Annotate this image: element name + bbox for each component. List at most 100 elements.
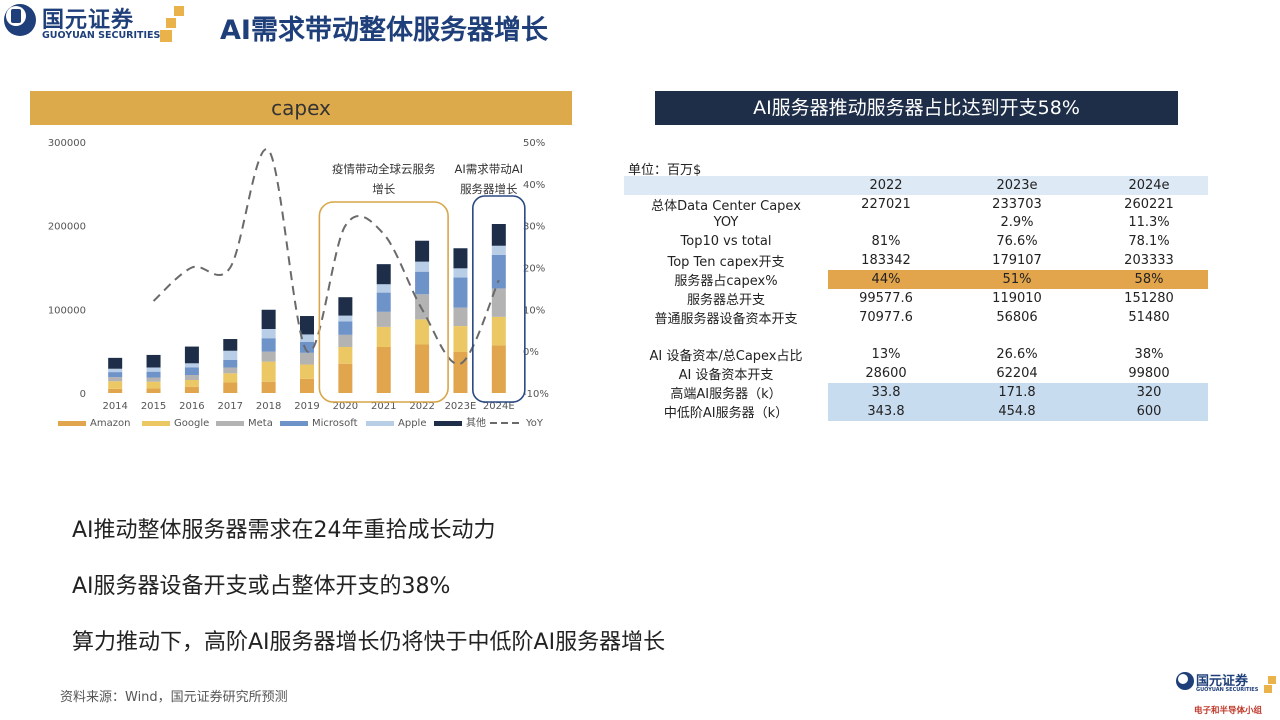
table-cell: 320 [1090,383,1208,402]
table-cell: 26.6% [996,347,1038,362]
bar-segment [108,372,123,378]
source-note: 资料来源：Wind，国元证券研究所预测 [60,690,288,705]
bar-segment [300,334,314,342]
table-cell: 99577.6 [859,290,913,306]
bar-segment [146,388,161,393]
x-tick-label: 2023E [445,401,477,412]
x-tick-label: 2020 [333,401,358,412]
column-header: 2023e [944,176,1090,195]
row-label: 普通服务器设备资本开支 [654,311,798,327]
table-row [624,327,1208,346]
y2-tick-label: 50% [523,138,545,149]
footer-group-name: 电子和半导体小组 [1194,706,1263,716]
column-header: 2022 [828,176,944,195]
legend-swatch [366,421,394,426]
row-label: YOY [713,215,739,231]
row-label: AI 设备资本/总Capex占比 [649,349,803,364]
annotation-text: 增长 [372,182,395,196]
bar-segment [261,338,276,352]
table-cell: 13% [871,347,901,362]
bar-segment [415,344,430,393]
table-header-row: 2022 2023e 2024e [624,176,1208,195]
y2-tick-label: 0% [523,347,539,358]
x-tick-label: 2015 [141,401,166,412]
bar-segment [108,357,123,369]
bar-segment [184,363,199,368]
row-label: AI 设备资本开支 [678,368,774,383]
table-cell: 62204 [996,366,1038,381]
bar-segment [338,346,353,364]
bar-segment [376,326,391,347]
legend-swatch [434,421,462,426]
bar-segment [376,292,391,312]
annotation-text: 服务器增长 [460,182,518,196]
row-label: 服务器总开支 [686,292,765,308]
table-row: 服务器占capex% 44% 51% 58% [624,269,1208,289]
row-label: Top10 vs total [680,233,772,249]
bar-segment [184,367,199,376]
footer-logo: 国元证券 GUOYUAN SECURITIES 电子和半导体小组 [1174,670,1280,720]
bar-segment [491,223,506,246]
y-tick-label: 0 [80,389,86,400]
bar-segment [453,268,468,278]
bar-segment [300,378,314,393]
bar-segment [453,277,468,308]
row-label: 服务器占capex% [624,269,828,289]
y2-tick-label: -10% [523,389,549,400]
x-tick-label: 2024E [483,401,515,412]
bar-segment [108,377,123,382]
y-tick-label: 100000 [48,305,86,316]
bullet-point: AI推动整体服务器需求在24年重拾成长动力 [72,518,496,543]
chart-header: capex [30,91,572,125]
table-cell: 11.3% [1128,215,1170,231]
bar-segment [453,326,468,353]
legend-label: Meta [248,418,273,429]
table-cell: 454.8 [944,402,1090,421]
table-cell [828,327,944,346]
bar-segment [261,328,276,339]
legend-label: YoY [525,418,544,429]
table-cell: 81% [871,233,901,249]
unit-label: 单位：百万$ [628,163,702,178]
legend-swatch [142,421,170,426]
bar-segment [223,373,238,383]
table-cell: 233703 [992,196,1042,212]
x-tick-label: 2022 [409,401,434,412]
x-tick-label: 2018 [256,401,281,412]
table-cell: 99800 [1128,366,1170,381]
bar-segment [338,297,353,316]
table-row: 中低阶AI服务器（k） 343.8 454.8 600 [624,402,1208,421]
bar-segment [184,380,199,387]
bar-segment [300,316,314,335]
legend-swatch [216,421,244,426]
column-header [624,176,828,195]
table-cell: 38% [1134,347,1164,362]
table-cell: 171.8 [944,383,1090,402]
bar-segment [184,346,199,364]
bar-segment [415,271,430,295]
x-tick-label: 2019 [294,401,319,412]
column-header: 2024e [1090,176,1208,195]
y2-tick-label: 20% [523,264,545,275]
bar-segment [300,352,314,365]
y2-tick-label: 10% [523,305,545,316]
bar-segment [261,309,276,329]
table-row: 服务器总开支 99577.6 119010 151280 [624,289,1208,308]
page-title: AI需求带动整体服务器增长 [220,15,548,46]
table-cell: 203333 [1124,252,1174,268]
bar-segment [338,315,353,322]
footer-logo-cn: 国元证券 [1196,674,1249,689]
table-cell: 44% [828,269,944,289]
table-row: Top10 vs total 81% 76.6% 78.1% [624,232,1208,251]
row-label: 高端AI服务器（k） [624,383,828,402]
highlight-box-ai [472,195,526,403]
capex-chart: 0 100000 200000 300000 -10% 0% 10% 20% 30% 40% 50%… [48,138,549,429]
table-cell [1090,327,1208,346]
bar-segment [415,240,430,262]
table-cell: 56806 [996,309,1038,325]
bar-segment [338,363,353,393]
bar-segment [108,388,123,393]
table-cell: 78.1% [1128,233,1170,249]
bar-segment [223,367,238,374]
table-cell: 58% [1090,269,1208,289]
